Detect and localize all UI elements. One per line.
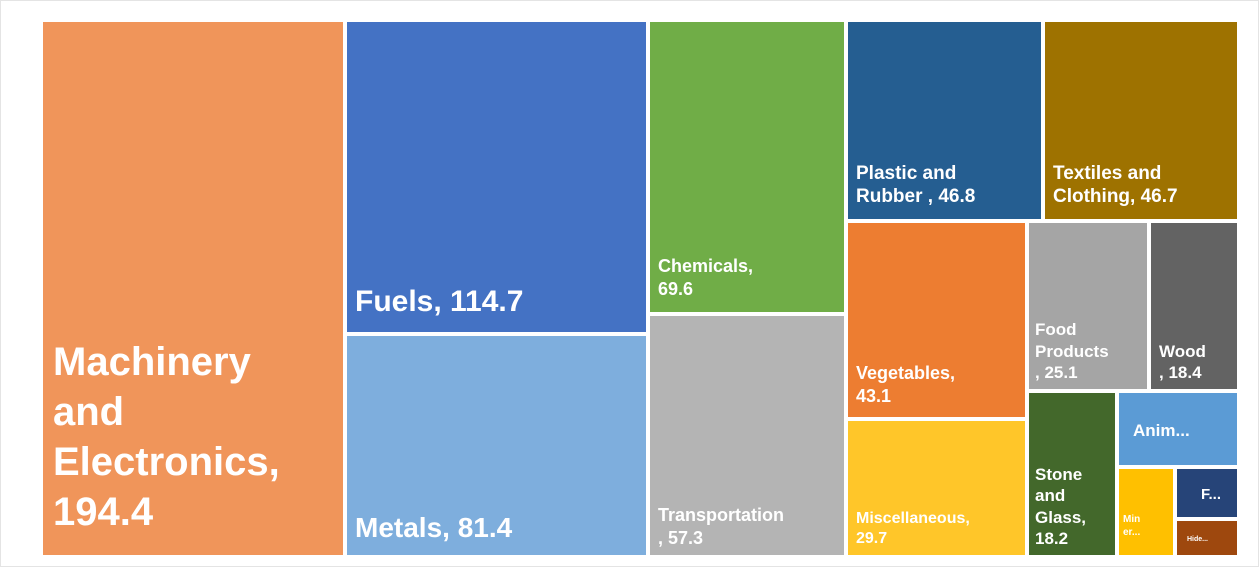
treemap-tile-miscellaneous: Miscellaneous, 29.7 — [846, 419, 1027, 557]
treemap-tile-plastic-and-rubber: Plastic and Rubber , 46.8 — [846, 20, 1043, 221]
data-label: Miscellaneous, 29.7 — [856, 510, 970, 547]
data-label: Plastic and Rubber , 46.8 — [856, 162, 976, 208]
treemap-tile-food-products: Food Products , 25.1 — [1027, 221, 1149, 391]
data-label: Stone and Glass, 18.2 — [1035, 465, 1087, 548]
treemap-tile-fuels: Fuels, 114.7 — [345, 20, 648, 334]
data-label: Wood , 18.4 — [1159, 341, 1206, 382]
data-label: Metals, 81.4 — [355, 512, 513, 543]
data-label: Min er... — [1123, 514, 1141, 538]
data-label: Transportation , 57.3 — [658, 505, 785, 548]
data-label: Anim... — [1133, 420, 1190, 440]
data-label: Food Products , 25.1 — [1035, 320, 1109, 382]
data-label: Chemicals, 69.6 — [658, 256, 754, 299]
treemap-tile-textiles-and-clothing: Textiles and Clothing, 46.7 — [1043, 20, 1239, 221]
treemap-tile-machinery-and-electronics: Machinery and Electronics, 194.4 — [41, 20, 345, 557]
treemap-tile-footwear: F... — [1175, 467, 1239, 519]
data-label: Vegetables, 43.1 — [856, 363, 956, 406]
data-label: Hide... — [1187, 536, 1209, 544]
treemap: Machinery and Electronics, 194.4 Fuels, 1… — [41, 20, 1239, 557]
treemap-tile-wood: Wood , 18.4 — [1149, 221, 1239, 391]
treemap-tile-transportation: Transportation , 57.3 — [648, 314, 846, 557]
data-label: Textiles and Clothing, 46.7 — [1053, 162, 1178, 208]
treemap-tile-hides-and-skins: Hide... — [1175, 519, 1239, 557]
treemap-tile-animal: Anim... — [1117, 391, 1239, 467]
treemap-tile-minerals: Min er... — [1117, 467, 1175, 557]
data-label: Machinery and Electronics, 194.4 — [53, 340, 280, 534]
data-label: F... — [1201, 486, 1222, 504]
treemap-tile-metals: Metals, 81.4 — [345, 334, 648, 557]
treemap-tile-vegetables: Vegetables, 43.1 — [846, 221, 1027, 419]
data-label: Fuels, 114.7 — [355, 284, 524, 318]
treemap-tile-chemicals: Chemicals, 69.6 — [648, 20, 846, 314]
treemap-tile-stone-and-glass: Stone and Glass, 18.2 — [1027, 391, 1117, 557]
